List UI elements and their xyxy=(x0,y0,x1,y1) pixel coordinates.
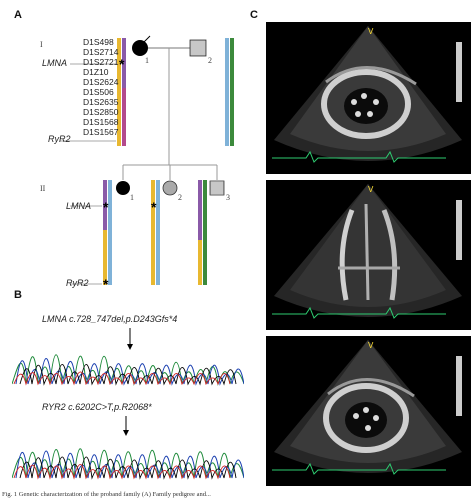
lmna-sequence-title: LMNA c.728_747del,p.D243Gfs*4 xyxy=(42,314,178,324)
individual-i2: 2 xyxy=(208,56,212,65)
marker-item: D1S1567 xyxy=(83,127,119,137)
ryr2-sequence-title: RYR2 c.6202C>T,p.R2068* xyxy=(42,402,152,412)
marker-list: D1S498 D1S2714 D1S2721 D1Z10 D1S2624 D1S… xyxy=(83,38,118,138)
individual-ii3: 3 xyxy=(226,193,230,202)
marker-item: D1S506 xyxy=(83,87,114,97)
individual-i1: 1 xyxy=(145,56,149,65)
mutation-marker-i1: * xyxy=(119,56,125,72)
svg-text:V: V xyxy=(368,341,374,350)
echo-image-3: V xyxy=(266,336,471,486)
lmna-label-gen2: LMNA xyxy=(66,201,92,211)
marker-item: D1S2721 xyxy=(83,57,119,67)
generation-ii-label: II xyxy=(40,184,46,193)
panel-a-label: A xyxy=(14,9,22,21)
mutation-marker-ii1-ryr2: * xyxy=(103,276,109,292)
pedigree-diagram xyxy=(60,35,234,285)
chromosome-i2-a xyxy=(225,38,229,146)
lmna-label-gen1: LMNA xyxy=(42,58,68,68)
echo-image-1: V xyxy=(266,22,471,174)
svg-text:V: V xyxy=(368,27,374,36)
marker-item: D1Z10 xyxy=(83,67,109,77)
mutation-marker-ii2: * xyxy=(151,199,157,215)
individual-ii2: 2 xyxy=(178,193,182,202)
panel-c-label: C xyxy=(250,9,258,21)
chromosome-i1-a xyxy=(117,38,121,146)
ryr2-label-gen1: RyR2 xyxy=(48,134,71,144)
marker-item: D1S2635 xyxy=(83,97,119,107)
echo-image-2: V xyxy=(266,180,471,330)
lmna-chromatogram xyxy=(12,328,244,386)
generation-i-label: I xyxy=(40,40,43,49)
marker-item: D1S2624 xyxy=(83,77,119,87)
i1-affected-female xyxy=(132,40,148,56)
svg-text:V: V xyxy=(368,185,374,194)
individual-ii1: 1 xyxy=(130,193,134,202)
marker-item: D1S498 xyxy=(83,37,114,47)
ii2-female xyxy=(162,180,178,196)
panel-b-label: B xyxy=(14,289,22,301)
figure-caption: Fig. 1 Genetic characterization of the p… xyxy=(2,491,211,498)
ryr2-chromatogram xyxy=(12,416,244,480)
ii1-affected-female xyxy=(116,181,130,195)
marker-item: D1S1568 xyxy=(83,117,119,127)
mutation-marker-ii1-lmna: * xyxy=(103,199,109,215)
marker-item: D1S2714 xyxy=(83,47,119,57)
marker-item: D1S2850 xyxy=(83,107,119,117)
chromosome-i2-b xyxy=(230,38,234,146)
ryr2-label-gen2: RyR2 xyxy=(66,278,89,288)
